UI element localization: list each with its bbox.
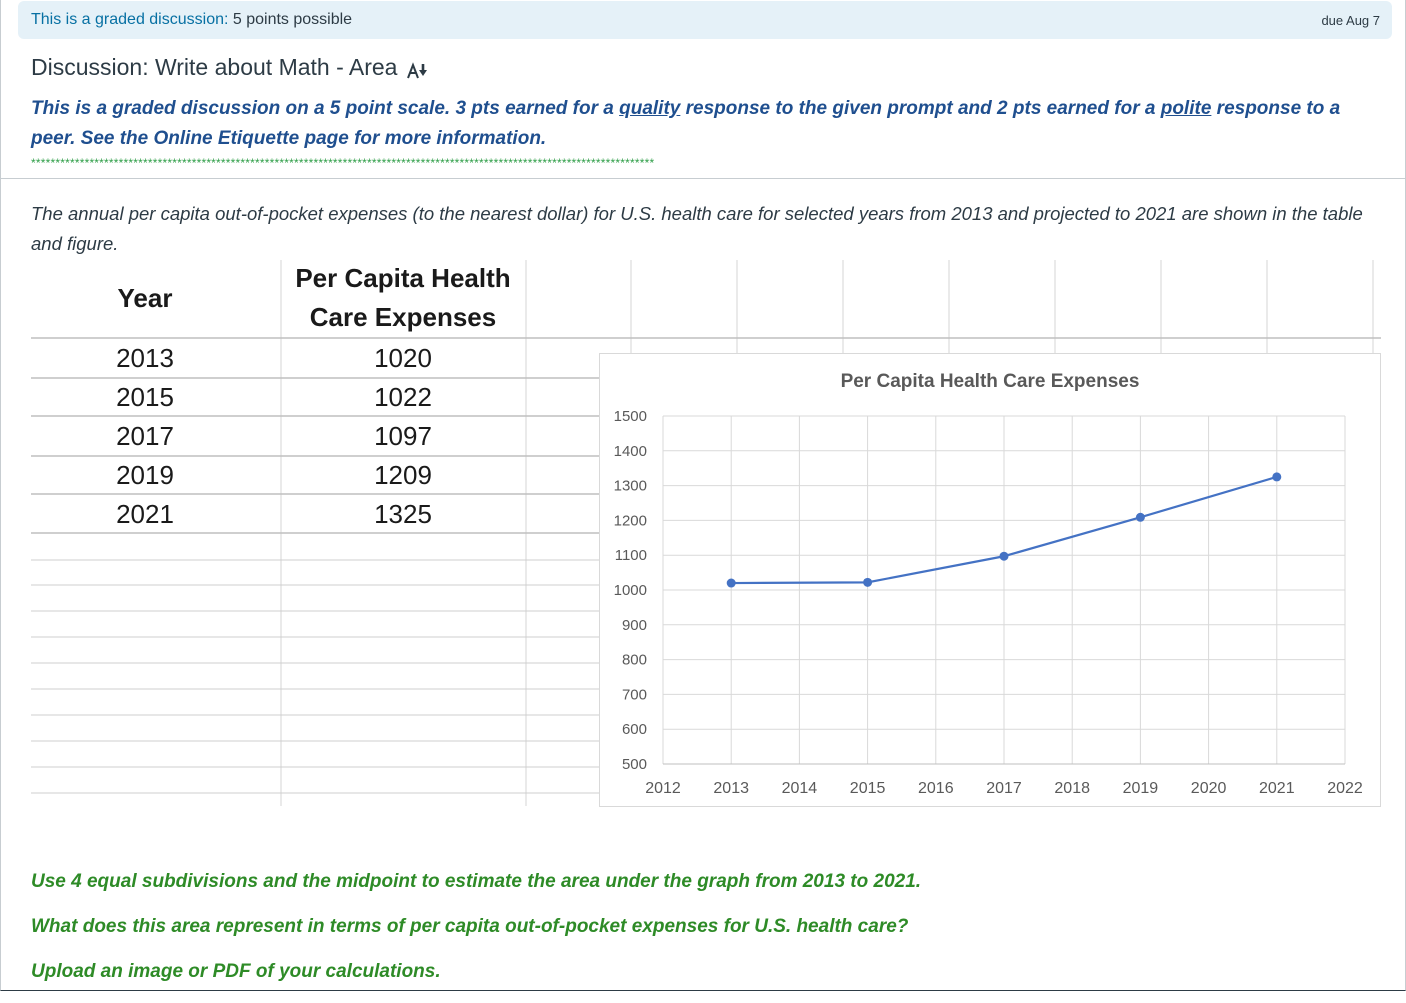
table-cell-year: 2013 (116, 343, 174, 373)
data-point (1135, 512, 1145, 522)
chart-title: Per Capita Health Care Expenses (841, 371, 1140, 392)
content-divider (1, 178, 1406, 179)
x-tick-label: 2022 (1327, 780, 1363, 797)
line-chart: Per Capita Health Care Expenses 1500 1400 1… (599, 353, 1381, 807)
y-tick-label: 800 (622, 652, 647, 669)
y-tick-label: 900 (622, 617, 647, 634)
separator-stars: ****************************************… (31, 156, 655, 170)
x-tick-label: 2019 (1123, 780, 1159, 797)
table-cell-value: 1097 (374, 421, 432, 451)
y-tick-label: 700 (622, 686, 647, 703)
banner-label: This is a graded discussion: (31, 11, 229, 28)
intro-text-1: This is a graded discussion on a 5 point… (31, 98, 620, 119)
discussion-title-row: Discussion: Write about Math - Area (31, 54, 430, 81)
x-tick-label: 2012 (645, 780, 681, 797)
format-text-icon[interactable] (406, 59, 430, 78)
x-tick-label: 2014 (782, 780, 818, 797)
banner-points-info: This is a graded discussion: 5 points po… (31, 11, 352, 29)
y-tick-label: 1500 (614, 408, 647, 425)
polite-link[interactable]: polite (1160, 98, 1212, 119)
table-cell-value: 1022 (374, 382, 432, 412)
data-point (726, 578, 736, 588)
y-tick-label: 500 (622, 756, 647, 773)
y-tick-label: 1400 (614, 443, 647, 460)
x-tick-label: 2016 (918, 780, 954, 797)
problem-description: The annual per capita out-of-pocket expe… (31, 203, 1363, 254)
table-cell-year: 2021 (116, 499, 174, 529)
x-tick-label: 2018 (1054, 780, 1090, 797)
due-date: due Aug 7 (1321, 12, 1380, 28)
y-tick-label: 1000 (614, 582, 647, 599)
table-cell-year: 2015 (116, 382, 174, 412)
chart-canvas: Per Capita Health Care Expenses 1500 1400 1… (614, 371, 1363, 797)
question-2: What does this area represent in terms o… (31, 916, 909, 937)
x-tick-label: 2017 (986, 780, 1022, 797)
x-tick-label: 2020 (1191, 780, 1227, 797)
x-tick-label: 2015 (850, 780, 886, 797)
table-cell-year: 2017 (116, 421, 174, 451)
question-1: Use 4 equal subdivisions and the midpoin… (31, 871, 922, 892)
discussion-title: Discussion: Write about Math - Area (31, 54, 398, 80)
y-tick-label: 1300 (614, 478, 647, 495)
table-header-expenses-line2: Care Expenses (309, 302, 497, 332)
x-tick-label: 2013 (713, 780, 749, 797)
table-header-year: Year (117, 283, 173, 313)
question-3: Upload an image or PDF of your calculati… (31, 961, 441, 982)
banner-points: 5 points possible (232, 11, 353, 28)
y-tick-label: 1200 (614, 512, 647, 529)
grading-intro: This is a graded discussion on a 5 point… (31, 94, 1371, 154)
spreadsheet-grid (31, 260, 1381, 806)
intro-text-3: response to a peer. See the Online Etiqu… (31, 98, 1341, 149)
data-point (1272, 472, 1282, 482)
quality-link[interactable]: quality (619, 98, 681, 119)
data-point (999, 551, 1009, 561)
assignment-questions: Use 4 equal subdivisions and the midpoin… (31, 868, 1331, 1003)
y-tick-label: 600 (622, 721, 647, 738)
x-tick-label: 2021 (1259, 780, 1295, 797)
y-tick-label: 1100 (615, 547, 647, 564)
table-header-expenses-line1: Per Capita Health (295, 263, 511, 293)
graded-discussion-banner: This is a graded discussion: 5 points po… (18, 1, 1392, 39)
data-point (863, 577, 873, 587)
table-cell-value: 1325 (374, 499, 432, 529)
table-cell-year: 2019 (116, 460, 174, 490)
table-cell-value: 1209 (374, 460, 432, 490)
table-cell-value: 1020 (374, 343, 432, 373)
intro-text-2: response to the given prompt and 2 pts e… (680, 98, 1161, 119)
